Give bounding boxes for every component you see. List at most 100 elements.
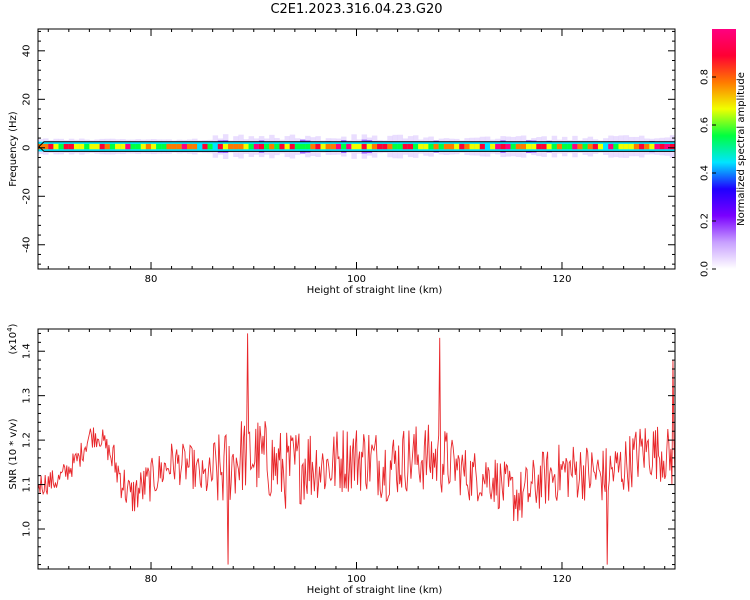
spectrogram-cell xyxy=(222,143,229,150)
colorbar-ticks: 0.0 0.2 0.4 0.6 0.8 xyxy=(700,69,716,277)
spectrogram-y-tick-label: 20 xyxy=(22,93,33,106)
spectrogram-cell xyxy=(654,143,660,150)
spectrogram-cell xyxy=(659,143,666,150)
spectrogram-cell xyxy=(413,143,419,150)
spectrogram-cell xyxy=(464,143,470,150)
spectrogram-cell xyxy=(500,143,506,150)
spectrogram-x-tick-label: 80 xyxy=(145,274,158,285)
spectrogram-cell xyxy=(68,143,75,150)
spectrogram-panel: 80 100 120 -40 -20 0 20 40 Height of straight l… xyxy=(8,28,676,296)
spectrogram-cell xyxy=(351,143,357,150)
spectrogram-band xyxy=(38,141,675,152)
spectrogram-cell xyxy=(258,143,265,150)
spectrogram-cell xyxy=(639,143,645,150)
spectrogram-y-axis-label: Frequency (Hz) xyxy=(8,111,19,187)
spectrogram-cell xyxy=(330,143,337,150)
spectrogram-cell xyxy=(454,143,460,150)
spectrogram-cell xyxy=(89,143,95,150)
colorbar: 0.0 0.2 0.4 0.6 0.8 Normalized spectral ampl… xyxy=(700,29,747,277)
spectrogram-cell xyxy=(582,143,588,150)
spectrogram-cell xyxy=(171,143,178,150)
snr-x-tick-label: 100 xyxy=(347,574,366,585)
spectrogram-cell xyxy=(145,143,152,150)
spectrogram-cell xyxy=(474,143,481,150)
spectrogram-cell xyxy=(228,143,234,150)
spectrogram-cell xyxy=(592,143,599,150)
spectrogram-cell xyxy=(253,143,260,150)
spectrogram-cell xyxy=(181,143,188,150)
spectrogram-cell xyxy=(315,143,321,150)
spectrogram-cell xyxy=(366,143,373,150)
spectrogram-cell xyxy=(361,143,368,150)
snr-panel: 80 100 120 1.0 1.1 1.2 1.3 1.4 Height of straig… xyxy=(6,323,676,596)
spectrogram-cell xyxy=(125,143,131,150)
spectrogram-cell xyxy=(428,143,434,150)
spectrogram-cell xyxy=(274,143,280,150)
spectrogram-cell xyxy=(459,143,465,150)
spectrogram-cell xyxy=(469,143,475,150)
snr-x-tick-label: 120 xyxy=(552,574,571,585)
spectrogram-x-axis-label: Height of straight line (km) xyxy=(307,285,443,296)
spectrogram-cell xyxy=(603,143,609,150)
spectrogram-cell xyxy=(156,143,162,150)
spectrogram-cell xyxy=(48,143,54,150)
spectrogram-cell xyxy=(151,143,157,150)
spectrogram-cell xyxy=(479,143,486,150)
spectrogram-heatmap xyxy=(38,134,675,159)
spectrogram-cell xyxy=(269,143,275,150)
spectrogram-x-tick-label: 120 xyxy=(552,274,571,285)
spectrogram-cell xyxy=(572,143,578,150)
snr-ticks: 80 100 120 1.0 1.1 1.2 1.3 1.4 xyxy=(22,329,675,585)
spectrogram-cell xyxy=(423,143,429,150)
colorbar-label: Normalized spectral amplitude xyxy=(736,72,747,226)
spectrogram-cell xyxy=(505,143,511,150)
spectrogram-cell xyxy=(490,143,496,150)
spectrogram-cell xyxy=(397,143,404,150)
spectrogram-y-tick-label: -20 xyxy=(22,188,33,204)
spectrogram-ticks: 80 100 120 -40 -20 0 20 40 xyxy=(22,29,675,285)
spectrogram-cell xyxy=(402,143,409,150)
spectrogram-cell xyxy=(515,143,522,150)
spectrogram-cell xyxy=(551,143,558,150)
spectrogram-cell xyxy=(649,143,655,150)
spectrogram-cell xyxy=(561,143,568,150)
spectrogram-cell xyxy=(238,143,244,150)
spectrogram-cell xyxy=(279,143,285,150)
spectrogram-cell xyxy=(135,143,142,150)
spectrogram-y-tick-label: -40 xyxy=(22,237,33,253)
spectrogram-cell xyxy=(248,143,255,150)
spectrogram-cell xyxy=(443,143,450,150)
spectrogram-cell xyxy=(104,143,111,150)
colorbar-tick-label: 0.2 xyxy=(700,213,711,229)
spectrogram-cell xyxy=(567,143,573,150)
spectrogram-cell xyxy=(669,143,675,150)
spectrogram-cell xyxy=(43,143,49,150)
spectrogram-cell xyxy=(325,143,332,150)
spectrogram-cell xyxy=(53,143,59,150)
spectrogram-cell xyxy=(202,143,208,150)
colorbar-gradient xyxy=(712,29,736,269)
spectrogram-cell xyxy=(407,143,414,150)
spectrogram-cell xyxy=(438,143,445,150)
spectrogram-cell xyxy=(510,143,517,150)
spectrogram-cell xyxy=(115,143,121,150)
spectrogram-cell xyxy=(294,143,301,150)
spectrogram-y-tick-label: 40 xyxy=(22,44,33,57)
snr-y-tick-label: 1.3 xyxy=(22,388,33,404)
chart-title: C2E1.2023.316.04.23.G20 xyxy=(270,2,443,17)
spectrogram-cell xyxy=(623,143,630,150)
spectrogram-cell xyxy=(377,143,383,150)
spectrogram-cell xyxy=(305,143,311,150)
spectrogram-cell xyxy=(310,143,316,150)
colorbar-tick-label: 0.8 xyxy=(700,69,711,85)
snr-y-tick-label: 1.1 xyxy=(22,477,33,493)
snr-x-tick-label: 80 xyxy=(145,574,158,585)
spectrogram-cell xyxy=(299,143,306,150)
spectrogram-cell xyxy=(38,143,44,150)
spectrogram-cell xyxy=(243,143,249,150)
spectrogram-cell xyxy=(608,143,614,150)
snr-y-tick-label: 1.0 xyxy=(22,521,33,537)
spectrogram-cell xyxy=(618,143,624,150)
spectrogram-cell xyxy=(233,143,239,150)
